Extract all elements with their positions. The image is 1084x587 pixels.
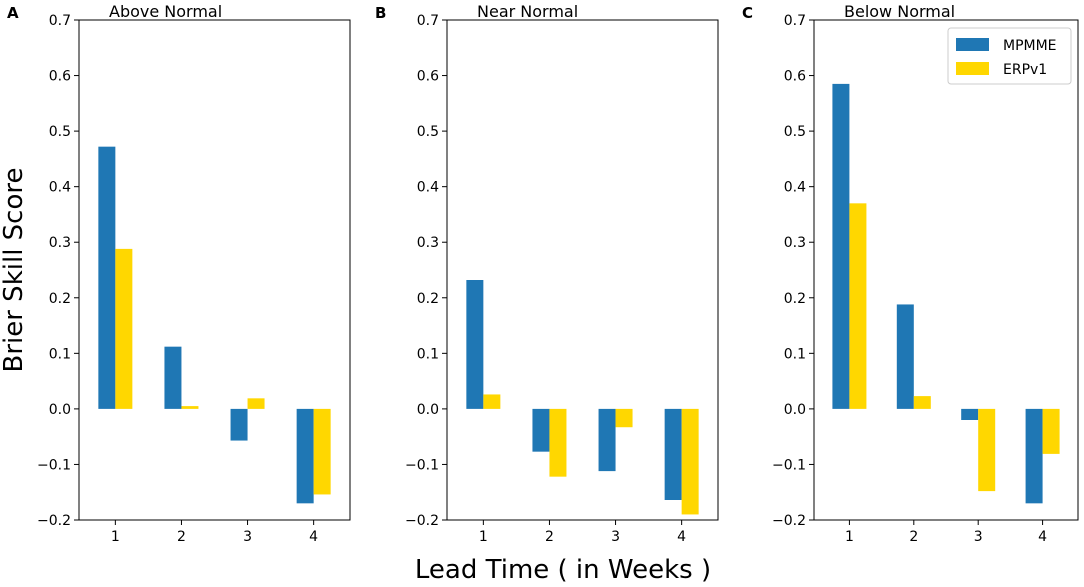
plot-frame — [446, 19, 719, 521]
bar-mpmme-week-3 — [230, 408, 248, 441]
bar-erpv1-week-4 — [681, 408, 699, 515]
legend-label-mpmme: MPMME — [1003, 38, 1057, 54]
bar-erpv1-week-3 — [247, 398, 265, 409]
bar-mpmme-week-4 — [1025, 408, 1043, 504]
y-tick-label: 0.3 — [784, 235, 806, 251]
y-tick-label: −0.1 — [405, 457, 439, 473]
bar-mpmme-week-1 — [832, 83, 850, 409]
bar-erpv1-week-2 — [181, 406, 199, 409]
plot-frame — [78, 19, 351, 521]
panel-b: −0.2 −0.1 0.0 0.1 0.2 0.3 0.4 0.5 0.6 0.7 1 2 3 4 B Nea… — [375, 2, 719, 545]
y-tick-label: 0.1 — [784, 346, 806, 362]
legend-swatch-erpv1 — [956, 62, 989, 75]
y-tick-label: 0.0 — [417, 402, 439, 418]
y-tick-label: −0.1 — [772, 457, 806, 473]
x-tick-label: 1 — [845, 529, 854, 545]
bar-mpmme-week-2 — [532, 408, 550, 452]
y-tick-label: 0.1 — [49, 346, 71, 362]
x-tick-label: 2 — [909, 529, 918, 545]
y-tick-label: −0.1 — [37, 457, 71, 473]
bar-mpmme-week-1 — [466, 280, 484, 409]
plot-frame — [813, 19, 1079, 521]
y-tick-label: −0.2 — [772, 513, 806, 529]
panel-title: Near Normal — [477, 2, 578, 21]
y-tick-label: 0.1 — [417, 346, 439, 362]
y-tick-label: 0.2 — [784, 291, 806, 307]
x-tick-label: 1 — [111, 529, 120, 545]
panel-letter: A — [7, 4, 19, 22]
y-tick-label: 0.3 — [49, 235, 71, 251]
y-tick-label: −0.2 — [37, 513, 71, 529]
x-tick-label: 4 — [309, 529, 318, 545]
y-tick-label: 0.2 — [49, 291, 71, 307]
bar-erpv1-week-1 — [849, 203, 867, 409]
y-tick-label: 0.5 — [49, 124, 71, 140]
x-tick-label: 2 — [177, 529, 186, 545]
bar-erpv1-week-1 — [115, 248, 133, 409]
y-tick-label: −0.2 — [405, 513, 439, 529]
y-axis-title: Brier Skill Score — [0, 167, 29, 372]
x-tick-label: 4 — [1038, 529, 1047, 545]
y-tick-label: 0.2 — [417, 291, 439, 307]
bar-mpmme-week-2 — [896, 304, 914, 409]
panel-c: −0.2 −0.1 0.0 0.1 0.2 0.3 0.4 0.5 0.6 0.7 1 2 3 4 C Bel… — [742, 2, 1079, 545]
panel-a: −0.2 −0.1 0.0 0.1 0.2 0.3 0.4 0.5 0.6 0.7 1 2 3 4 A Abo… — [7, 2, 351, 545]
x-tick-label: 1 — [479, 529, 488, 545]
bar-mpmme-week-1 — [98, 146, 116, 409]
bar-mpmme-week-3 — [961, 408, 979, 420]
y-tick-label: 0.5 — [784, 124, 806, 140]
panel-letter: C — [742, 4, 753, 22]
bar-mpmme-week-2 — [164, 346, 182, 409]
panel-title: Above Normal — [109, 2, 222, 21]
x-tick-label: 2 — [545, 529, 554, 545]
legend-label-erpv1: ERPv1 — [1003, 62, 1047, 78]
bar-erpv1-week-4 — [1042, 408, 1060, 454]
x-tick-label: 4 — [677, 529, 686, 545]
y-tick-label: 0.7 — [417, 13, 439, 29]
y-tick-label: 0.4 — [49, 180, 71, 196]
bar-erpv1-week-4 — [313, 408, 331, 495]
bar-mpmme-week-4 — [664, 408, 682, 500]
y-tick-label: 0.6 — [417, 69, 439, 85]
y-tick-label: 0.6 — [49, 69, 71, 85]
x-tick-label: 3 — [611, 529, 620, 545]
bar-erpv1-week-2 — [913, 396, 931, 409]
bar-erpv1-week-1 — [483, 394, 501, 409]
x-axis-title: Lead Time ( in Weeks ) — [415, 555, 711, 585]
bar-mpmme-week-4 — [296, 408, 314, 504]
y-tick-label: 0.4 — [417, 180, 439, 196]
y-tick-label: 0.0 — [49, 402, 71, 418]
y-tick-label: 0.3 — [417, 235, 439, 251]
panel-title: Below Normal — [844, 2, 955, 21]
panel-letter: B — [375, 4, 386, 22]
bar-erpv1-week-2 — [549, 408, 567, 477]
panels: −0.2 −0.1 0.0 0.1 0.2 0.3 0.4 0.5 0.6 0.7 1 2 3 4 A Abo… — [7, 2, 1079, 545]
bar-mpmme-week-3 — [598, 408, 616, 472]
x-tick-label: 3 — [974, 529, 983, 545]
y-tick-label: 0.5 — [417, 124, 439, 140]
bar-erpv1-week-3 — [978, 408, 996, 492]
y-tick-label: 0.4 — [784, 180, 806, 196]
legend-swatch-mpmme — [956, 38, 989, 51]
y-tick-label: 0.7 — [784, 13, 806, 29]
x-tick-label: 3 — [243, 529, 252, 545]
y-tick-label: 0.6 — [784, 69, 806, 85]
y-tick-label: 0.7 — [49, 13, 71, 29]
bar-erpv1-week-3 — [615, 408, 633, 428]
y-tick-label: 0.0 — [784, 402, 806, 418]
legend: MPMME ERPv1 — [947, 27, 1072, 85]
